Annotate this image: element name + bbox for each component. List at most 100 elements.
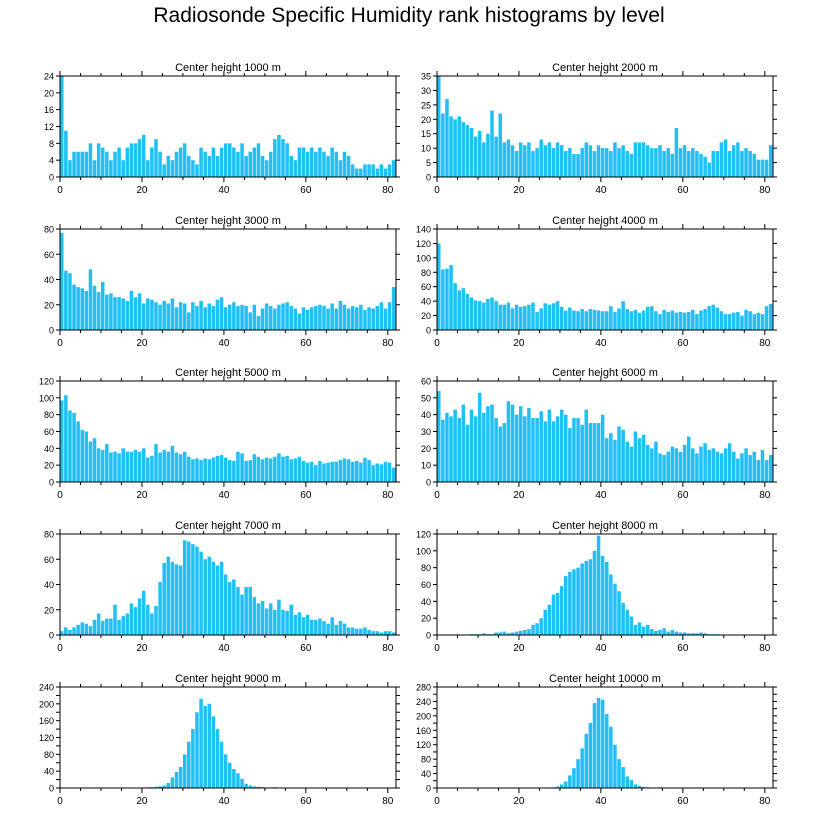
histogram-bar <box>682 312 687 330</box>
histogram-bar <box>613 583 617 635</box>
histogram-bar <box>359 168 363 177</box>
histogram-bar <box>625 151 629 177</box>
histogram-bar <box>494 632 498 635</box>
histogram-bar <box>625 776 629 788</box>
x-tick-label: 0 <box>434 643 440 654</box>
histogram-bar <box>182 451 187 482</box>
histogram-bar <box>256 316 261 330</box>
histogram-bar <box>580 748 584 788</box>
histogram-bar <box>166 451 171 482</box>
histogram-bar <box>150 147 154 177</box>
histogram-bar <box>162 164 166 177</box>
histogram-panel: Center height 2000 m 0 20 40 60 80 0 5 10 15 20 25 3… <box>421 62 777 196</box>
x-tick-label: 40 <box>218 185 230 196</box>
histogram-bar <box>600 414 605 482</box>
histogram-bar <box>236 306 240 330</box>
histogram-bar <box>195 306 199 330</box>
histogram-bar <box>576 567 580 635</box>
y-tick-label: 40 <box>421 410 431 420</box>
histogram-bar <box>543 145 548 177</box>
histogram-bar <box>248 151 252 177</box>
histogram-bar <box>605 438 609 482</box>
histogram-bar <box>105 618 109 635</box>
histogram-bar <box>322 306 326 330</box>
histogram-bar <box>531 151 535 177</box>
histogram-bar <box>154 444 158 482</box>
histogram-bar <box>391 160 396 177</box>
histogram-bar <box>281 456 285 482</box>
histogram-bar <box>666 631 670 635</box>
y-tick-label: 120 <box>416 530 431 540</box>
histogram-bar <box>551 148 556 177</box>
histogram-bar <box>297 313 302 330</box>
histogram-bar <box>174 307 179 330</box>
histogram-bar <box>195 546 199 635</box>
histogram-bar <box>154 605 158 635</box>
histogram-bar <box>64 130 68 177</box>
histogram-bar <box>662 151 666 177</box>
histogram-bar <box>174 772 179 788</box>
histogram-bar <box>531 624 535 635</box>
y-tick-label: 0 <box>49 631 54 641</box>
y-tick-label: 0 <box>426 326 431 336</box>
histogram-bar <box>531 302 535 330</box>
histogram-bar <box>695 633 699 635</box>
histogram-bar <box>228 460 232 482</box>
y-tick-label: 100 <box>39 393 54 403</box>
histogram-bar <box>367 164 371 177</box>
histogram-bar <box>736 311 740 330</box>
histogram-bar <box>723 139 728 177</box>
histogram-bar <box>154 302 158 330</box>
histogram-bar <box>449 416 453 482</box>
histogram-bar <box>68 160 72 177</box>
histogram-bar <box>236 151 240 177</box>
histogram-bar <box>645 624 650 635</box>
histogram-bar <box>707 450 711 482</box>
histogram-bar <box>264 608 269 635</box>
histogram-bar <box>219 561 224 635</box>
histogram-bar <box>568 775 572 788</box>
histogram-bar <box>166 303 171 330</box>
histogram-bar <box>654 441 658 482</box>
histogram-bar <box>535 623 539 635</box>
histogram-bar <box>457 418 461 482</box>
histogram-bar <box>510 308 515 330</box>
histogram-bar <box>633 784 638 788</box>
histogram-bar <box>736 458 740 482</box>
x-tick-label: 80 <box>382 185 394 196</box>
histogram-bar <box>469 297 474 330</box>
histogram-bar <box>527 304 531 330</box>
histogram-bar <box>355 628 359 635</box>
histogram-bar <box>252 454 257 482</box>
histogram-bar <box>309 619 314 635</box>
histogram-bar <box>301 307 306 330</box>
y-tick-label: 20 <box>421 115 431 125</box>
histogram-bar <box>645 306 650 330</box>
histogram-bar <box>518 142 523 177</box>
histogram-bar <box>355 307 359 330</box>
histogram-bar <box>760 450 765 482</box>
histogram-bar <box>437 243 441 330</box>
y-tick-label: 20 <box>44 300 54 310</box>
histogram-bar <box>158 304 162 330</box>
histogram-bar <box>203 307 207 330</box>
y-tick-label: 30 <box>421 86 431 96</box>
histogram-bar <box>621 429 625 482</box>
histogram-bar <box>518 306 523 330</box>
histogram-bar <box>678 311 683 330</box>
histogram-bar <box>60 400 64 482</box>
histogram-bar <box>244 306 248 330</box>
histogram-bar <box>605 561 609 635</box>
histogram-bar <box>346 308 351 330</box>
histogram-bar <box>182 303 187 330</box>
histogram-bar <box>244 783 248 788</box>
x-tick-label: 40 <box>595 643 607 654</box>
histogram-bar <box>240 453 244 482</box>
y-tick-label: 40 <box>421 769 431 779</box>
y-tick-label: 60 <box>421 377 431 387</box>
figure-title: Radiosonde Specific Humidity rank histog… <box>153 4 665 27</box>
histogram-bar <box>572 310 576 330</box>
y-tick-label: 0 <box>426 173 431 183</box>
histogram-bar <box>477 130 482 177</box>
histogram-bar <box>174 452 179 482</box>
